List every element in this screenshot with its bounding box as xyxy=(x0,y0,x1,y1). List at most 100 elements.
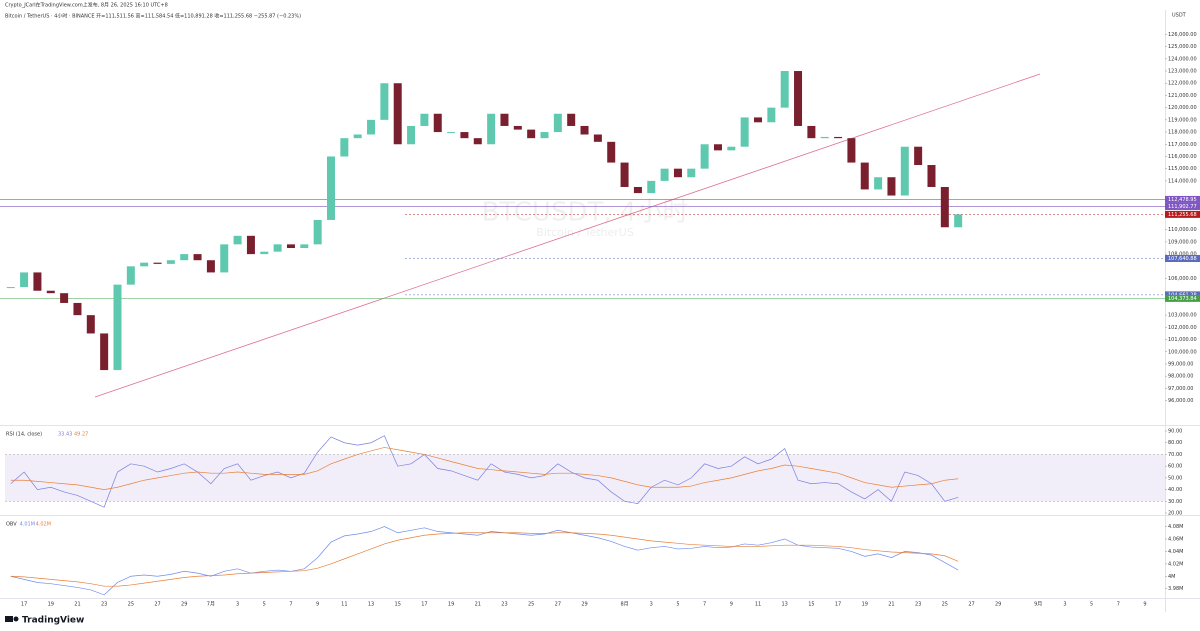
series-line xyxy=(10,532,959,587)
y-tick-label: 4.04M xyxy=(1168,549,1183,555)
candle xyxy=(660,168,669,181)
x-tick-label: 9 xyxy=(730,602,733,608)
x-tick-label: 15 xyxy=(395,602,401,608)
y-tick-label: 30.00 xyxy=(1168,499,1182,505)
candle xyxy=(900,146,909,196)
candle xyxy=(246,235,255,255)
x-tick-label: 21 xyxy=(475,602,481,608)
candle xyxy=(46,290,55,294)
candle xyxy=(407,125,416,145)
price-tag-label: 107,640.88 xyxy=(1168,256,1197,262)
series-line xyxy=(10,435,959,508)
candle xyxy=(527,129,536,139)
candle xyxy=(540,132,549,139)
candle xyxy=(233,235,242,245)
price-tag xyxy=(1165,195,1200,203)
x-tick-label: 27 xyxy=(555,602,561,608)
y-tick-label: 103,000.00 xyxy=(1168,313,1197,319)
x-tick-label: 11 xyxy=(755,602,761,608)
candle xyxy=(513,125,522,130)
candle xyxy=(834,136,843,139)
candle xyxy=(73,302,82,316)
y-tick-label: 99,000.00 xyxy=(1168,361,1193,367)
x-tick-label: 5 xyxy=(1090,602,1093,608)
candle xyxy=(140,262,149,267)
y-tick-label: 116,000.00 xyxy=(1168,154,1197,160)
candle xyxy=(460,132,469,139)
y-tick-label: 60.00 xyxy=(1168,464,1182,470)
candle xyxy=(6,287,15,289)
watermark: BTCUSDT, 4小时 xyxy=(482,198,689,228)
candle xyxy=(273,244,282,252)
candle xyxy=(567,113,576,126)
candle xyxy=(473,138,482,145)
candle xyxy=(874,177,883,190)
candle xyxy=(126,266,135,285)
x-tick-label: 25 xyxy=(128,602,134,608)
x-tick-label: 17 xyxy=(421,602,427,608)
y-tick-label: 119,000.00 xyxy=(1168,117,1197,123)
candle xyxy=(433,113,442,133)
y-tick-label: 50.00 xyxy=(1168,475,1182,481)
x-tick-label: 3 xyxy=(650,602,653,608)
candle xyxy=(647,180,656,194)
legend-value: 4.02M xyxy=(36,522,51,528)
series-line xyxy=(10,447,959,490)
candle xyxy=(20,272,29,288)
candle xyxy=(740,117,749,147)
candle xyxy=(593,134,602,142)
candle xyxy=(340,138,349,157)
x-tick-label: 21 xyxy=(74,602,80,608)
candle xyxy=(860,162,869,190)
candle xyxy=(820,136,829,139)
candle xyxy=(807,125,816,139)
x-tick-label: 25 xyxy=(528,602,534,608)
candle xyxy=(300,244,309,249)
watermark-sub: Bitcoin / TetherUS xyxy=(536,226,634,239)
candle xyxy=(500,113,509,126)
candle xyxy=(780,71,789,108)
x-tick-label: 23 xyxy=(101,602,107,608)
candle xyxy=(113,284,122,371)
y-tick-label: 96,000.00 xyxy=(1168,398,1193,404)
y-tick-label: 108,000.00 xyxy=(1168,252,1197,258)
y-tick-label: 3.98M xyxy=(1168,586,1183,592)
price-tag xyxy=(1165,202,1200,210)
x-tick-label: 9月 xyxy=(1034,602,1042,608)
price-tag-label: 104,373.84 xyxy=(1168,296,1197,302)
x-tick-label: 8月 xyxy=(620,602,628,608)
x-tick-label: 23 xyxy=(501,602,507,608)
y-tick-label: 115,000.00 xyxy=(1168,166,1197,172)
candle xyxy=(713,144,722,151)
x-tick-label: 7 xyxy=(289,602,292,608)
x-tick-label: 3 xyxy=(1063,602,1066,608)
x-tick-label: 21 xyxy=(888,602,894,608)
candle xyxy=(166,260,175,264)
candle xyxy=(673,168,682,178)
candle xyxy=(847,138,856,163)
currency: USDT xyxy=(1172,13,1187,19)
x-tick-label: 29 xyxy=(581,602,587,608)
y-tick-label: 121,000.00 xyxy=(1168,93,1197,99)
x-tick-label: 19 xyxy=(48,602,54,608)
x-tick-label: 29 xyxy=(995,602,1001,608)
price-tag xyxy=(1165,291,1200,299)
x-tick-label: 11 xyxy=(341,602,347,608)
y-tick-label: 4M xyxy=(1168,574,1176,580)
x-tick-label: 19 xyxy=(448,602,454,608)
y-tick-label: 120,000.00 xyxy=(1168,105,1197,111)
x-tick-label: 29 xyxy=(181,602,187,608)
y-tick-label: 4.02M xyxy=(1168,561,1183,567)
price-tag xyxy=(1165,294,1200,302)
candle xyxy=(286,244,295,249)
y-tick-label: 80.00 xyxy=(1168,440,1182,446)
candle xyxy=(206,260,215,273)
symbol-info: Bitcoin / TetherUS · 4小时 · BINANCE 开=111… xyxy=(5,13,301,20)
candle xyxy=(393,83,402,145)
legend-value: 33.43 xyxy=(58,432,72,438)
x-tick-label: 7 xyxy=(1117,602,1120,608)
candle xyxy=(326,156,335,220)
trendline xyxy=(94,73,1041,398)
